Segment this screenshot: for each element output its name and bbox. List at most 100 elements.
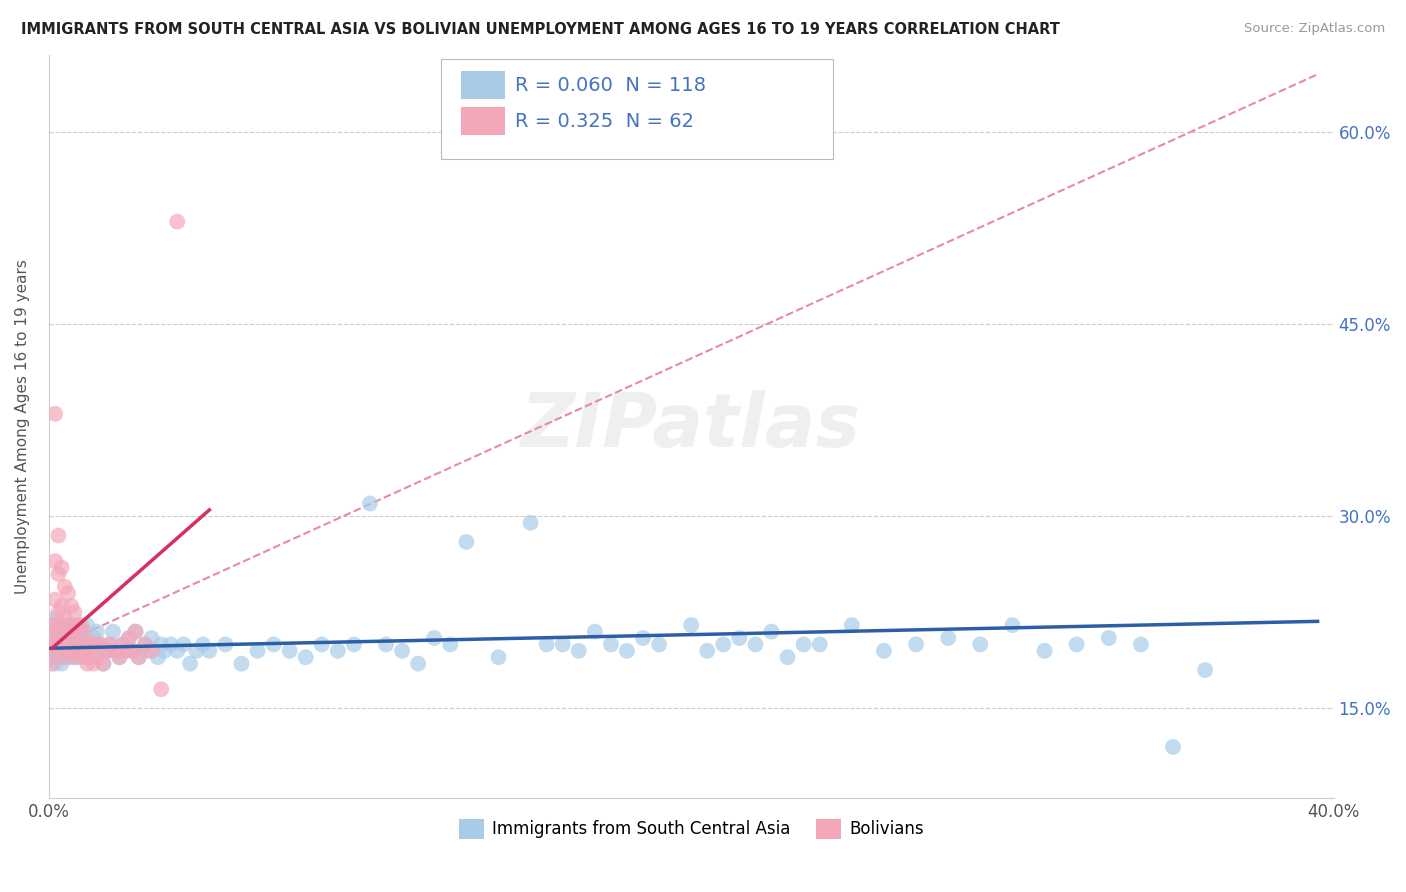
Point: [53, 624, 76, 639]
Point: [568, 644, 591, 658]
Point: [263, 637, 285, 651]
Point: [118, 631, 141, 645]
Point: [66, 637, 89, 651]
Point: [48, 566, 70, 581]
Point: [41, 618, 63, 632]
Point: [86, 637, 108, 651]
Point: [63, 606, 86, 620]
Point: [70, 618, 93, 632]
Point: [51, 644, 73, 658]
Point: [136, 644, 159, 658]
Point: [1194, 663, 1216, 677]
Point: [44, 637, 66, 651]
Point: [79, 650, 101, 665]
Point: [841, 618, 863, 632]
Point: [696, 644, 718, 658]
Point: [44, 637, 66, 651]
Point: [551, 637, 574, 651]
Point: [159, 637, 181, 651]
Point: [93, 657, 115, 671]
Point: [359, 496, 381, 510]
Point: [423, 631, 446, 645]
Point: [146, 650, 169, 665]
Point: [63, 618, 86, 632]
Point: [128, 650, 150, 665]
Point: [115, 644, 138, 658]
Point: [456, 535, 478, 549]
Point: [406, 657, 429, 671]
Point: [166, 644, 188, 658]
Point: [648, 637, 671, 651]
FancyBboxPatch shape: [440, 59, 832, 159]
Point: [108, 650, 131, 665]
Point: [56, 644, 79, 658]
Point: [48, 618, 70, 632]
Point: [391, 644, 413, 658]
Point: [53, 612, 76, 626]
Point: [728, 631, 751, 645]
Point: [48, 650, 70, 665]
Point: [101, 624, 124, 639]
Point: [583, 624, 606, 639]
Point: [66, 637, 89, 651]
Point: [439, 637, 461, 651]
Point: [124, 624, 146, 639]
Point: [98, 637, 121, 651]
Point: [53, 637, 76, 651]
Point: [905, 637, 928, 651]
Point: [76, 618, 98, 632]
Text: R = 0.325  N = 62: R = 0.325 N = 62: [515, 112, 695, 131]
Point: [776, 650, 799, 665]
Point: [1001, 618, 1024, 632]
Point: [118, 631, 141, 645]
Point: [198, 644, 221, 658]
Point: [761, 624, 783, 639]
Point: [616, 644, 638, 658]
Text: IMMIGRANTS FROM SOUTH CENTRAL ASIA VS BOLIVIAN UNEMPLOYMENT AMONG AGES 16 TO 19 : IMMIGRANTS FROM SOUTH CENTRAL ASIA VS BO…: [21, 22, 1060, 37]
Point: [73, 650, 96, 665]
Point: [1161, 739, 1184, 754]
Point: [60, 644, 83, 658]
Point: [86, 624, 108, 639]
Point: [48, 618, 70, 632]
Point: [1129, 637, 1152, 651]
Point: [86, 650, 108, 665]
Point: [56, 618, 79, 632]
Text: ZIPatlas: ZIPatlas: [522, 390, 862, 463]
Point: [96, 644, 118, 658]
Point: [44, 612, 66, 626]
Point: [186, 644, 208, 658]
Point: [166, 215, 188, 229]
Point: [808, 637, 831, 651]
Point: [48, 528, 70, 542]
Point: [343, 637, 366, 651]
Point: [70, 644, 93, 658]
Point: [1098, 631, 1121, 645]
Point: [48, 606, 70, 620]
Point: [53, 650, 76, 665]
Point: [134, 637, 156, 651]
Point: [73, 650, 96, 665]
Point: [536, 637, 558, 651]
Point: [744, 637, 766, 651]
Point: [246, 644, 269, 658]
Y-axis label: Unemployment Among Ages 16 to 19 years: Unemployment Among Ages 16 to 19 years: [15, 260, 30, 594]
Point: [101, 644, 124, 658]
Text: R = 0.060  N = 118: R = 0.060 N = 118: [515, 76, 706, 95]
Point: [44, 624, 66, 639]
Point: [73, 631, 96, 645]
Point: [873, 644, 896, 658]
Point: [51, 657, 73, 671]
Point: [214, 637, 236, 651]
Point: [89, 637, 111, 651]
Point: [631, 631, 654, 645]
Point: [141, 631, 163, 645]
Point: [105, 644, 128, 658]
Point: [56, 586, 79, 600]
Point: [150, 637, 173, 651]
Point: [63, 631, 86, 645]
Point: [48, 637, 70, 651]
Point: [86, 637, 108, 651]
Point: [936, 631, 959, 645]
Point: [231, 657, 253, 671]
